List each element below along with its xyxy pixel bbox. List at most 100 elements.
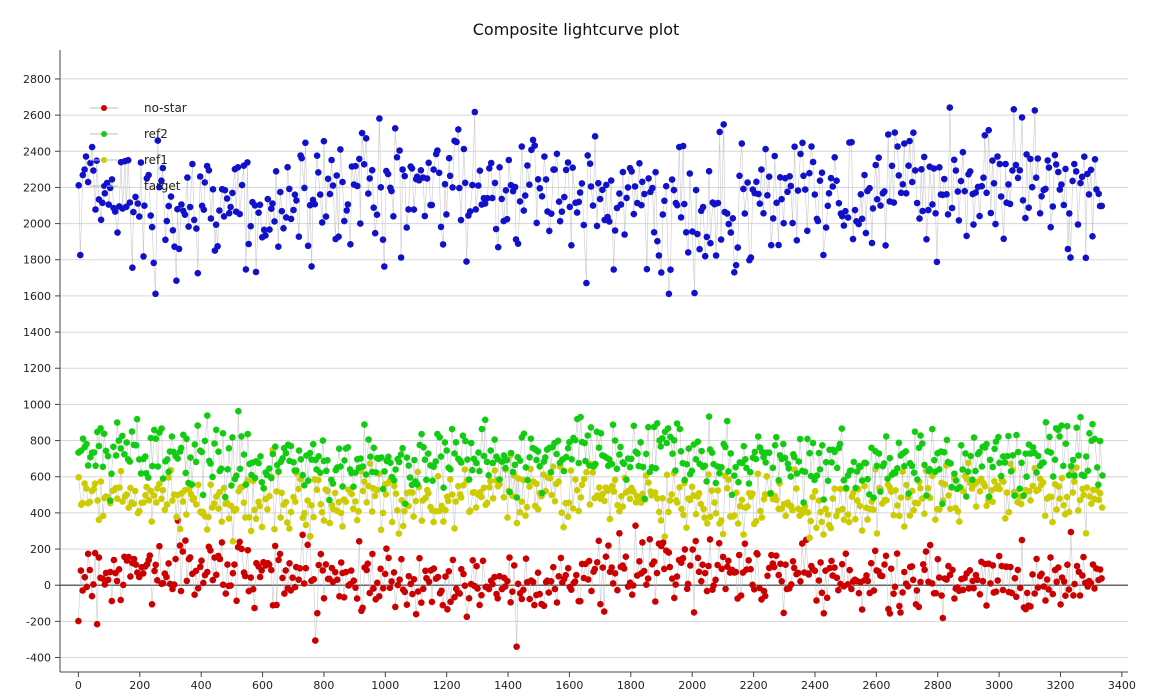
data-point-target bbox=[134, 200, 142, 207]
data-point-ref2 bbox=[1069, 456, 1077, 464]
data-point-no-star bbox=[88, 592, 96, 600]
data-point-ref2 bbox=[1016, 485, 1023, 493]
data-point-no-star bbox=[273, 601, 280, 609]
data-point-ref1 bbox=[586, 501, 594, 508]
data-point-target bbox=[397, 254, 405, 261]
data-point-target bbox=[520, 207, 528, 214]
data-point-ref2 bbox=[522, 464, 530, 471]
data-point-ref2 bbox=[747, 468, 754, 476]
data-point-ref2 bbox=[491, 436, 498, 443]
data-point-ref1 bbox=[147, 487, 154, 495]
data-point-target bbox=[223, 195, 231, 202]
data-point-ref2 bbox=[147, 434, 155, 442]
data-point-ref2 bbox=[1082, 453, 1090, 460]
legend-label: ref2 bbox=[144, 127, 168, 141]
data-point-ref2 bbox=[623, 476, 630, 484]
data-point-no-star bbox=[646, 536, 654, 543]
data-point-target bbox=[723, 210, 731, 217]
data-point-target bbox=[124, 156, 132, 164]
data-point-ref2 bbox=[1009, 452, 1017, 459]
data-point-ref1 bbox=[438, 502, 445, 510]
data-point-ref1 bbox=[896, 512, 903, 520]
data-point-target bbox=[911, 167, 919, 174]
data-point-target bbox=[1052, 161, 1060, 168]
data-point-target bbox=[295, 233, 303, 240]
data-point-target bbox=[84, 178, 92, 186]
data-point-target bbox=[1081, 153, 1088, 160]
data-point-no-star bbox=[447, 598, 454, 606]
data-point-no-star bbox=[460, 570, 467, 578]
data-point-no-star bbox=[140, 570, 147, 577]
data-point-ref2 bbox=[683, 461, 691, 468]
data-point-no-star bbox=[434, 573, 442, 581]
data-point-no-star bbox=[987, 580, 994, 587]
data-point-ref2 bbox=[698, 447, 705, 455]
data-point-target bbox=[741, 210, 749, 217]
data-point-no-star bbox=[125, 553, 132, 561]
data-point-no-star bbox=[110, 556, 118, 564]
data-point-ref2 bbox=[760, 453, 767, 461]
data-point-ref2 bbox=[613, 465, 621, 473]
data-point-no-star bbox=[412, 610, 420, 618]
data-point-no-star bbox=[959, 586, 967, 594]
data-point-ref2 bbox=[771, 442, 779, 449]
x-tick-label: 0 bbox=[75, 679, 82, 692]
data-point-target bbox=[599, 186, 606, 194]
data-point-ref2 bbox=[414, 481, 421, 488]
data-point-ref2 bbox=[1095, 481, 1102, 489]
data-point-ref2 bbox=[831, 448, 838, 456]
data-point-no-star bbox=[461, 582, 469, 589]
data-point-target bbox=[1074, 221, 1082, 228]
data-point-target bbox=[576, 189, 584, 196]
data-point-target bbox=[736, 172, 743, 180]
data-point-ref2 bbox=[877, 488, 884, 496]
data-point-ref2 bbox=[83, 440, 90, 448]
data-point-target bbox=[396, 147, 403, 154]
data-point-ref2 bbox=[352, 469, 359, 476]
data-point-ref2 bbox=[664, 425, 672, 432]
data-point-ref2 bbox=[785, 465, 792, 472]
data-point-target bbox=[272, 168, 280, 175]
data-point-ref2 bbox=[1093, 464, 1101, 471]
data-point-target bbox=[335, 233, 342, 240]
data-point-ref2 bbox=[617, 443, 624, 451]
data-point-ref2 bbox=[475, 449, 482, 456]
data-point-target bbox=[379, 236, 387, 243]
data-point-target bbox=[526, 181, 533, 188]
x-tick-label: 1200 bbox=[433, 679, 461, 692]
legend-marker bbox=[101, 157, 107, 163]
data-point-target bbox=[236, 210, 243, 218]
data-point-no-star bbox=[75, 617, 82, 625]
data-point-ref1 bbox=[422, 494, 429, 502]
data-point-no-star bbox=[846, 566, 853, 574]
data-point-ref2 bbox=[1046, 433, 1053, 441]
data-point-ref2 bbox=[616, 451, 623, 458]
data-point-ref1 bbox=[601, 497, 608, 505]
data-point-ref1 bbox=[754, 470, 762, 478]
x-tick-label: 2400 bbox=[801, 679, 829, 692]
data-point-ref2 bbox=[1018, 459, 1025, 467]
data-point-ref1 bbox=[793, 485, 800, 492]
data-point-target bbox=[919, 207, 926, 215]
data-point-ref1 bbox=[954, 508, 962, 515]
data-point-ref2 bbox=[403, 454, 411, 461]
x-tick-label: 1600 bbox=[555, 679, 583, 692]
data-point-ref1 bbox=[704, 520, 711, 527]
data-point-ref1 bbox=[388, 518, 396, 526]
data-point-ref2 bbox=[1067, 462, 1075, 470]
data-point-no-star bbox=[1096, 566, 1104, 573]
data-point-ref1 bbox=[86, 498, 94, 506]
data-point-ref2 bbox=[1042, 419, 1050, 426]
data-point-target bbox=[434, 147, 441, 154]
data-point-target bbox=[596, 195, 604, 203]
data-point-target bbox=[90, 167, 97, 174]
data-point-ref2 bbox=[164, 456, 171, 463]
data-point-target bbox=[441, 180, 449, 188]
data-point-ref1 bbox=[854, 497, 861, 504]
data-point-ref1 bbox=[313, 486, 321, 494]
data-point-no-star bbox=[474, 585, 481, 592]
data-point-ref1 bbox=[740, 531, 747, 538]
data-point-target bbox=[725, 220, 732, 228]
data-point-target bbox=[476, 167, 484, 174]
y-tick-label: 1000 bbox=[23, 398, 51, 411]
